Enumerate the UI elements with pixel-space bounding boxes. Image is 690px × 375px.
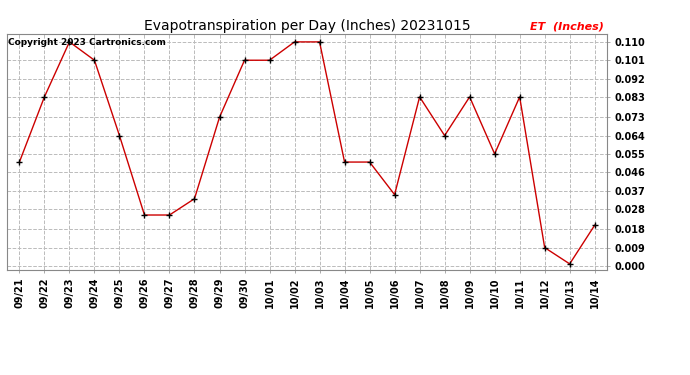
- Title: Evapotranspiration per Day (Inches) 20231015: Evapotranspiration per Day (Inches) 2023…: [144, 19, 471, 33]
- Text: Copyright 2023 Cartronics.com: Copyright 2023 Cartronics.com: [8, 39, 166, 48]
- Text: ET  (Inches): ET (Inches): [531, 21, 604, 32]
